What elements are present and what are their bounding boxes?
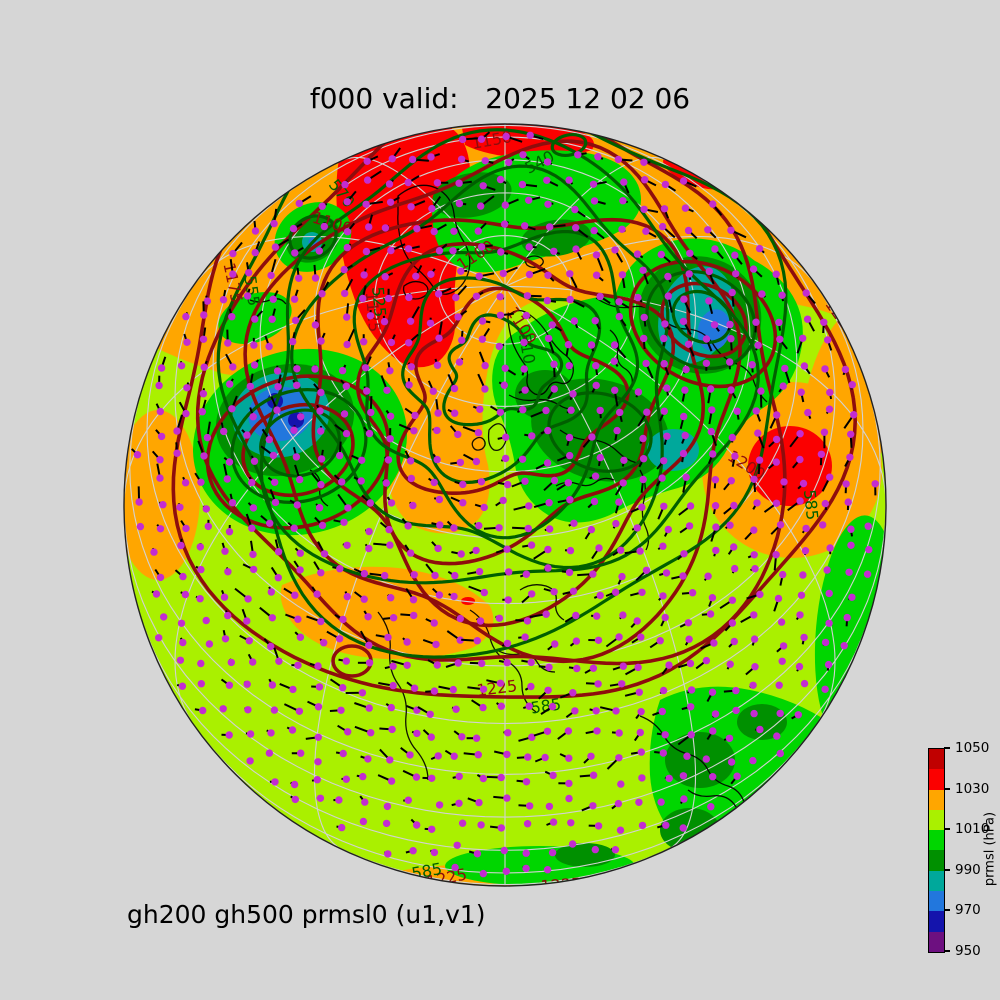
contour-label: 1225	[540, 874, 582, 896]
colorbar-segment	[929, 870, 944, 892]
plot-footer-label: gh200 gh500 prmsl0 (u1,v1)	[127, 900, 486, 929]
colorbar-scale	[928, 748, 945, 953]
colorbar-segment	[929, 769, 944, 790]
colorbar-tick-label: 1010	[955, 821, 990, 838]
colorbar-tick-label: 1030	[955, 780, 990, 797]
colorbar-segment	[929, 809, 944, 831]
colorbar-segment	[929, 931, 944, 952]
colorbar: 1050 1030 1010 990 970 950 prmsl (hPa)	[928, 740, 1000, 959]
colorbar-segment	[929, 850, 944, 871]
colorbar-tick-label: 1050	[955, 740, 990, 756]
globe-rim	[123, 123, 887, 887]
colorbar-segment	[929, 891, 944, 912]
contour-label: 525	[368, 286, 390, 318]
contour-label: 1225	[476, 676, 519, 700]
colorbar-tick	[944, 950, 950, 952]
colorbar-segment	[929, 911, 944, 932]
contour-label: 1125	[362, 291, 384, 333]
colorbar-tick	[944, 868, 950, 871]
colorbar-segment	[929, 749, 944, 770]
colorbar-tick	[944, 787, 950, 790]
colorbar-tick	[944, 909, 950, 912]
colorbar-tick	[944, 747, 950, 749]
colorbar-segment	[929, 789, 944, 810]
colorbar-tick-label: 970	[955, 902, 981, 919]
colorbar-tick-label: 950	[955, 943, 981, 959]
contour-label: 585	[529, 694, 562, 717]
wind-vectors	[131, 131, 879, 878]
plot-title: f000 valid: 2025 12 02 06	[309, 82, 691, 115]
contour-label: 585	[800, 489, 822, 521]
gh500-contours	[216, 124, 788, 659]
colorbar-segment	[929, 830, 944, 851]
colorbar-unit-label: prmsl (hPa)	[982, 811, 998, 887]
colorbar-tick-label: 990	[955, 861, 981, 878]
colorbar-tick	[944, 828, 950, 831]
